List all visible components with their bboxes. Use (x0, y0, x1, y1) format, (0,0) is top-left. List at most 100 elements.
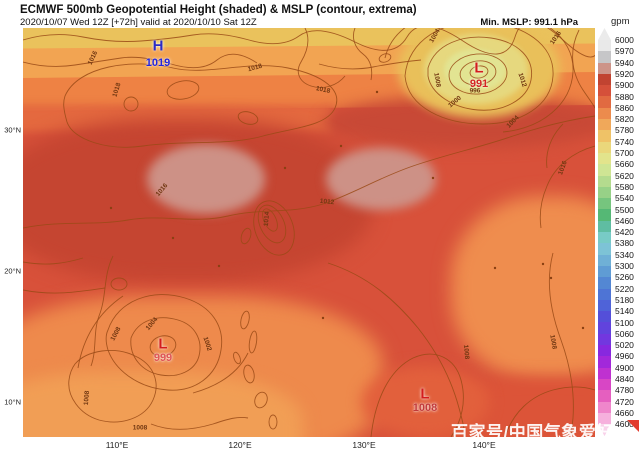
watermark-logo-fragment (627, 420, 639, 432)
colorbar-tick-label: 4660 (615, 407, 634, 418)
colorbar-tick-label: 4840 (615, 374, 634, 384)
isobar-label: 1008 (82, 390, 92, 406)
colorbar-tick-label: 5100 (615, 317, 634, 328)
colorbar-tick-label: 5220 (615, 283, 634, 294)
colorbar-tick-label: 5940 (615, 57, 634, 68)
colorbar-tick-label: 5920 (615, 68, 634, 79)
colorbar-tick-label: 5300 (615, 261, 634, 271)
lat-tick-label: 30°N (4, 125, 21, 135)
colorbar-segment (598, 345, 611, 357)
colorbar-segment (598, 107, 611, 120)
colorbar-tick-label: 5460 (615, 215, 634, 226)
map-area: 1016 1018 1018 1018 1016 1016 1012 1014 1004 1008… (23, 28, 595, 437)
colorbar-tick-label: 5420 (615, 227, 634, 238)
colorbar-segment (598, 119, 611, 131)
pressure-low-marker: L (474, 59, 484, 77)
colorbar-segment (598, 164, 611, 176)
colorbar-segment (598, 198, 611, 210)
colorbar-segment (598, 51, 611, 63)
colorbar-tick-label: 5970 (615, 46, 634, 57)
isobar-label: 1012 (319, 197, 335, 207)
colorbar-tick-label: 5700 (615, 148, 634, 158)
colorbar-tick-label: 4600 (615, 419, 634, 430)
colorbar-segment (598, 401, 611, 413)
lon-tick-label: 120°E (228, 440, 252, 450)
colorbar-segment (598, 367, 611, 379)
colorbar-tick-label: 5140 (615, 306, 634, 317)
colorbar-tick-label: 5500 (615, 204, 634, 215)
isobar-contours (23, 28, 595, 437)
colorbar (598, 28, 611, 437)
colorbar-segment (598, 390, 611, 402)
colorbar-tick-label: 5860 (615, 102, 634, 113)
pressure-low-value: 991 (469, 78, 489, 90)
colorbar-segment (598, 299, 611, 312)
lon-tick-label: 140°E (472, 440, 496, 450)
colorbar-tick-label: 5900 (615, 80, 634, 91)
colorbar-tick-label: 5780 (615, 125, 634, 136)
colorbar-unit-label: gpm (611, 16, 630, 27)
colorbar-segment (598, 62, 611, 74)
lat-tick-label: 20°N (4, 266, 21, 276)
pressure-low-value: 999 (153, 352, 173, 364)
colorbar-segment (598, 85, 611, 97)
colorbar-arrow-up-icon (598, 28, 611, 40)
colorbar-segment (598, 232, 611, 244)
colorbar-tick-label: 5820 (615, 114, 634, 125)
pressure-high-marker: H (152, 37, 164, 55)
colorbar-segment (598, 96, 611, 108)
lon-tick-label: 130°E (352, 440, 376, 450)
colorbar-segment (598, 152, 611, 165)
colorbar-tick-label: 5660 (615, 159, 634, 170)
isobar-label: 1008 (132, 424, 148, 432)
colorbar-segment (598, 254, 611, 266)
colorbar-segment (598, 333, 611, 346)
colorbar-tick-label: 5880 (615, 91, 634, 102)
colorbar-tick-label: 5580 (615, 181, 634, 192)
chart-title: ECMWF 500mb Geopotential Height (shaded)… (20, 4, 417, 16)
colorbar-tick-label: 5260 (615, 272, 634, 283)
colorbar-segment (598, 73, 611, 86)
colorbar-tick-label: 5540 (615, 193, 634, 204)
lat-tick-label: 10°N (4, 397, 21, 407)
shading-lowerleft-light (23, 372, 303, 437)
shading-low1008-area (361, 366, 489, 437)
colorbar-tick-label: 5740 (615, 136, 634, 147)
colorbar-segment (598, 209, 611, 221)
colorbar-segment (598, 378, 611, 391)
watermark-text: 百家号/中国气象爱好 (451, 423, 614, 440)
colorbar-tick-label: 5180 (615, 294, 634, 305)
colorbar-tick-label: 5060 (615, 328, 634, 339)
pressure-low-marker: L (420, 385, 430, 403)
colorbar-tick-label: 4780 (615, 385, 634, 396)
colorbar-segment (598, 322, 611, 334)
colorbar-segment (598, 356, 611, 368)
isobar-label: 996 (469, 87, 481, 95)
pressure-low-value: 1008 (412, 402, 438, 414)
colorbar-tick-label: 4900 (615, 362, 634, 373)
colorbar-segment (598, 141, 611, 153)
pressure-low-marker: L (158, 335, 168, 353)
pressure-high-value: 1019 (145, 57, 171, 69)
colorbar-segment (598, 243, 611, 255)
colorbar-segment (598, 277, 611, 289)
colorbar-segment (598, 412, 611, 425)
shading-5920-blob-west (147, 144, 265, 214)
colorbar-segment (598, 311, 611, 323)
isobar-label: 1014 (262, 211, 272, 227)
colorbar-segment (598, 220, 611, 233)
colorbar-segment (598, 186, 611, 199)
colorbar-segment (598, 265, 611, 278)
colorbar-segment (598, 130, 611, 142)
colorbar-tick-label: 5620 (615, 170, 634, 181)
watermark: 百家号/中国气象爱好 (451, 418, 625, 440)
colorbar-tick-label: 5020 (615, 340, 634, 351)
chart-subtitle: 2020/10/07 Wed 12Z [+72h] valid at 2020/… (20, 17, 257, 28)
colorbar-tick-label: 5340 (615, 249, 634, 260)
lon-tick-label: 110°E (105, 440, 129, 450)
colorbar-segment (598, 40, 611, 52)
colorbar-segment (598, 288, 611, 300)
isobar-label: 1008 (461, 344, 471, 360)
colorbar-tick-label: 6000 (615, 35, 634, 45)
